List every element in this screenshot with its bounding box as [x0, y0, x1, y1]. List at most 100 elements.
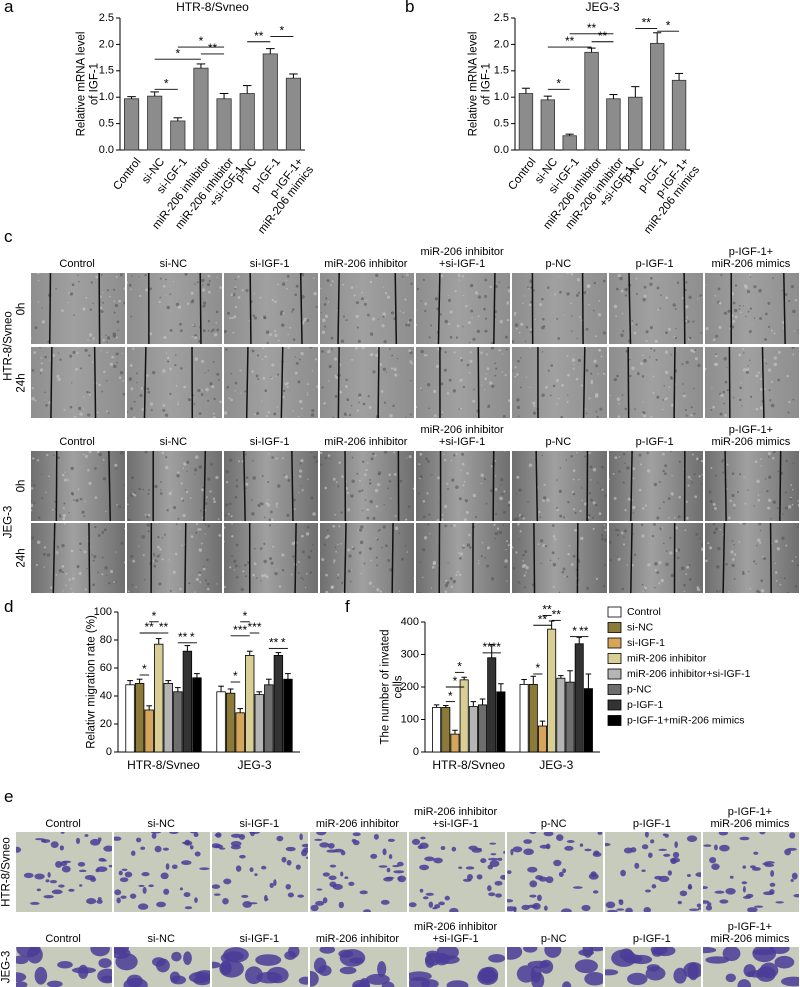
y-tick-label: 2.5 — [494, 12, 509, 24]
cell-speck — [374, 273, 379, 278]
cell-speck — [308, 347, 312, 349]
cell-speck — [484, 317, 488, 320]
cell-speck — [749, 275, 752, 278]
cell-speck — [404, 518, 408, 521]
cell-speck — [721, 471, 724, 474]
cell-speck — [567, 552, 571, 556]
cell-speck — [185, 489, 187, 491]
stained-cell — [393, 870, 405, 874]
cell-speck — [597, 481, 599, 484]
bar — [496, 691, 506, 753]
cell-speck — [502, 524, 504, 527]
cell-speck — [682, 583, 686, 587]
bar — [254, 694, 264, 753]
cell-speck — [517, 359, 521, 363]
stained-cell — [41, 839, 46, 843]
cell-speck — [763, 358, 766, 361]
cell-speck — [165, 413, 169, 417]
cell-speck — [78, 280, 80, 283]
cell-speck — [496, 527, 500, 530]
stained-cell — [329, 881, 337, 888]
cell-speck — [130, 288, 133, 291]
cell-speck — [620, 531, 623, 535]
cell-speck — [550, 394, 552, 397]
cell-speck — [731, 325, 734, 329]
cell-speck — [717, 287, 721, 291]
transwell-image — [114, 832, 211, 912]
cell-speck — [118, 505, 121, 508]
cell-speck — [753, 505, 755, 507]
scratch-edge — [184, 523, 187, 593]
cell-speck — [442, 453, 445, 456]
cell-speck — [281, 457, 284, 460]
cell-speck — [590, 372, 593, 375]
cell-speck — [654, 339, 658, 344]
cell-speck — [101, 556, 104, 559]
cell-speck — [572, 490, 575, 493]
cell-speck — [68, 512, 70, 514]
cell-speck — [633, 331, 636, 335]
cell-speck — [213, 360, 215, 363]
cell-speck — [556, 402, 559, 405]
cell-speck — [371, 317, 375, 321]
cell-speck — [332, 559, 336, 562]
cell-speck — [298, 399, 302, 404]
scratch-edge — [337, 273, 340, 344]
y-axis-label: Relative mRNA level of IGF-1 — [467, 31, 492, 137]
cell-speck — [416, 405, 418, 409]
cell-speck — [72, 350, 76, 355]
stained-cell — [222, 897, 230, 905]
cell-speck — [401, 275, 404, 278]
cell-speck — [299, 351, 304, 356]
stained-cell — [563, 845, 574, 851]
cell-speck — [334, 394, 338, 398]
cell-speck — [663, 472, 667, 476]
cell-speck — [359, 525, 364, 529]
cell-speck — [240, 588, 244, 592]
cell-speck — [419, 387, 422, 390]
cell-speck — [117, 329, 119, 332]
cell-speck — [692, 387, 695, 390]
cell-speck — [273, 571, 278, 576]
stained-cell — [539, 844, 550, 849]
stained-cell — [711, 863, 720, 871]
stained-cell — [543, 832, 554, 837]
cell-speck — [319, 463, 323, 466]
cell-speck — [384, 292, 387, 295]
cell-speck — [111, 355, 115, 359]
cell-speck — [507, 504, 511, 507]
cell-speck — [340, 581, 344, 584]
transwell-image — [604, 947, 701, 987]
cell-speck — [346, 548, 350, 552]
cell-speck — [351, 546, 354, 549]
cell-speck — [241, 289, 244, 292]
cell-speck — [573, 363, 575, 366]
column-header: p-NC — [540, 932, 567, 945]
stained-cell — [36, 888, 41, 892]
cell-speck — [202, 486, 205, 489]
cell-speck — [416, 323, 418, 327]
cell-speck — [494, 531, 499, 536]
y-tick-label: 0.0 — [99, 144, 114, 156]
cell-speck — [517, 405, 521, 410]
stained-cell — [16, 955, 29, 965]
cell-speck — [43, 546, 47, 549]
cell-speck — [623, 529, 627, 533]
y-tick-label: 1.0 — [494, 91, 509, 103]
stained-cell — [212, 843, 222, 849]
scratch-edge — [778, 451, 782, 521]
cell-speck — [102, 338, 105, 342]
significance-label: ** — [482, 640, 492, 654]
cell-speck — [324, 297, 328, 300]
scratch-texture — [127, 347, 222, 418]
significance-label: * — [572, 624, 577, 638]
transwell-texture — [702, 832, 799, 912]
cell-speck — [664, 296, 668, 300]
cell-speck — [361, 347, 365, 350]
cell-speck — [785, 544, 788, 547]
cell-speck — [738, 541, 740, 543]
cell-speck — [135, 586, 138, 588]
cell-speck — [305, 573, 308, 575]
cell-speck — [179, 587, 183, 591]
cell-speck — [149, 287, 153, 291]
